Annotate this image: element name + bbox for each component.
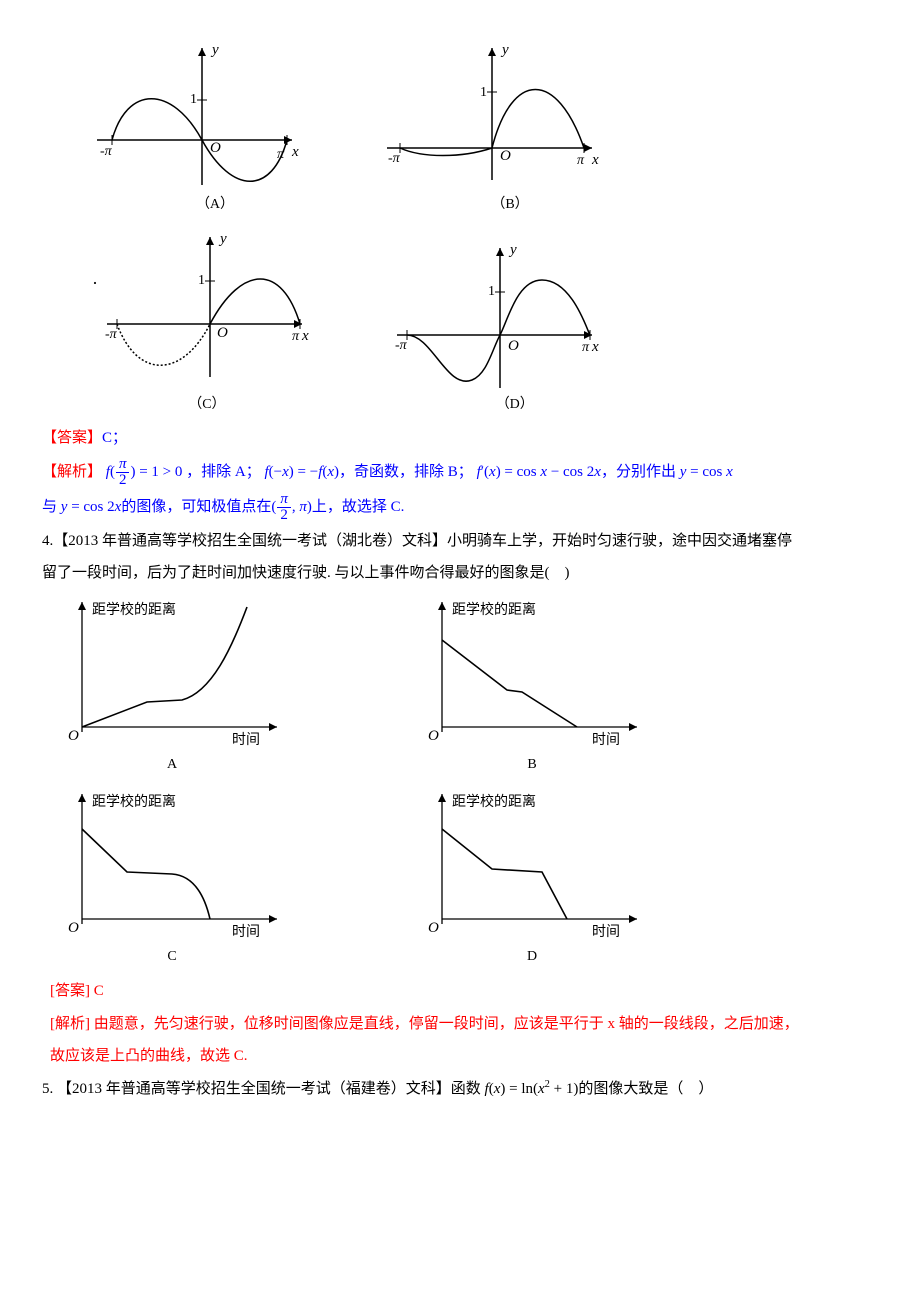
q4-analysis-text2: 故应该是上凸的曲线，故选 C.: [50, 1048, 248, 1064]
svg-text:-π: -π: [395, 338, 408, 353]
svg-text:π: π: [577, 153, 585, 168]
q3-analysis-line2: 与 y = cos 2x的图像，可知极值点在(π2, π)上，故选择 C.: [42, 492, 878, 523]
svg-text:y: y: [210, 42, 219, 58]
analysis-p2b: 的图像，可知极值点在: [121, 499, 271, 515]
q4-stem-line2: 留了一段时间，后为了赶时间加快速度行驶. 与以上事件吻合得最好的图象是( ): [42, 559, 878, 588]
q3-graph-D: -π π 1 O x y （D）: [392, 240, 602, 419]
svg-text:1: 1: [488, 284, 495, 299]
answer-label: 【答案】: [42, 430, 102, 446]
label-D: （D）: [428, 392, 602, 419]
q3-graph-row-1: -π π 1 O x y （A） -π π 1 O x y: [92, 40, 878, 219]
svg-text:x: x: [301, 328, 309, 344]
q4-label-B: B: [412, 752, 652, 779]
q3-graph-B: -π π 1 O x y （B）: [382, 40, 602, 219]
q4-graph-row-2: O 距学校的距离 时间 C O 距学校的距离 时间 D: [52, 784, 878, 971]
svg-text:O: O: [68, 728, 79, 744]
graph-B-svg: -π π 1 O x y: [382, 40, 602, 190]
q3-analysis-line1: 【解析】 f(π2) = 1 > 0 ，排除 A； f(−x) = −f(x)，…: [42, 457, 878, 488]
analysis-p1c: ，分别作出: [601, 464, 680, 480]
svg-text:π: π: [582, 340, 590, 355]
svg-text:距学校的距离: 距学校的距离: [452, 601, 536, 618]
svg-text:π: π: [292, 329, 300, 344]
q4-stem1: 小明骑车上学，开始时匀速行驶，途中因交通堵塞停: [447, 533, 792, 549]
q4-answer: [答案] C: [50, 977, 878, 1006]
q4-graph-A-svg: O 距学校的距离 时间: [52, 592, 292, 752]
svg-text:距学校的距离: 距学校的距离: [452, 793, 536, 810]
q3-answer: 【答案】C；: [42, 424, 878, 453]
svg-text:x: x: [591, 152, 599, 168]
q4-graph-A: O 距学校的距离 时间 A: [52, 592, 292, 779]
analysis-p2c: 上，故选择 C.: [312, 499, 405, 515]
label-A: （A）: [128, 192, 302, 219]
q4-graph-D-svg: O 距学校的距离 时间: [412, 784, 652, 944]
analysis-p1b: ，奇函数，排除 B；: [339, 464, 473, 480]
analysis-label: 【解析】: [42, 464, 102, 480]
label-C: （C）: [102, 392, 312, 419]
svg-text:O: O: [508, 338, 519, 354]
q4-graph-C: O 距学校的距离 时间 C: [52, 784, 292, 971]
q5-stem-suffix: 的图像大致是（ ）: [578, 1081, 713, 1097]
svg-text:时间: 时间: [592, 924, 620, 940]
q5-formula: f(x) = ln(x2 + 1): [485, 1081, 579, 1097]
analysis-p2a: 与: [42, 499, 61, 515]
q5-stem: 5. 【2013 年普通高等学校招生全国统一考试（福建卷）文科】函数 f(x) …: [42, 1075, 878, 1104]
q4-answer-value: C: [94, 983, 104, 999]
svg-text:y: y: [500, 42, 509, 58]
q4-graph-C-svg: O 距学校的距离 时间: [52, 784, 292, 944]
svg-text:x: x: [591, 339, 599, 355]
answer-value: C；: [102, 430, 127, 446]
q4-stem2: 留了一段时间，后为了赶时间加快速度行驶. 与以上事件吻合得最好的图象是( ): [42, 565, 570, 581]
q4-analysis-line1: [解析] 由题意，先匀速行驶，位移时间图像应是直线，停留一段时间，应该是平行于 …: [50, 1010, 878, 1039]
svg-text:时间: 时间: [232, 924, 260, 940]
graph-C-svg: -π π 1 O x y: [102, 229, 312, 379]
q4-label-A: A: [52, 752, 292, 779]
q3-graph-A: -π π 1 O x y （A）: [92, 40, 302, 219]
svg-text:O: O: [217, 325, 228, 341]
svg-text:y: y: [218, 231, 227, 247]
q4-graph-D: O 距学校的距离 时间 D: [412, 784, 652, 971]
q4-label-C: C: [52, 944, 292, 971]
svg-text:时间: 时间: [592, 732, 620, 748]
q5-source: 【2013 年普通高等学校招生全国统一考试（福建卷）文科】: [57, 1081, 451, 1097]
q4-number: 4.: [42, 533, 53, 549]
q4-graph-B-svg: O 距学校的距离 时间: [412, 592, 652, 752]
q5-number: 5.: [42, 1081, 53, 1097]
q3-graph-row-2: · -π π 1 O x y （C）: [92, 229, 878, 419]
svg-text:-π: -π: [388, 151, 401, 166]
q4-answer-label: [答案]: [50, 983, 94, 999]
svg-text:时间: 时间: [232, 732, 260, 748]
svg-text:y: y: [508, 242, 517, 258]
q4-graph-B: O 距学校的距离 时间 B: [412, 592, 652, 779]
q4-graph-row-1: O 距学校的距离 时间 A O 距学校的距离 时间 B: [52, 592, 878, 779]
svg-text:1: 1: [480, 85, 487, 100]
svg-text:-π: -π: [105, 327, 118, 342]
svg-text:O: O: [428, 920, 439, 936]
analysis-p1a: ，排除 A；: [186, 464, 261, 480]
svg-text:1: 1: [190, 92, 197, 107]
svg-text:1: 1: [198, 273, 205, 288]
q4-analysis-line2: 故应该是上凸的曲线，故选 C.: [50, 1042, 878, 1071]
q4-stem-line1: 4.【2013 年普通高等学校招生全国统一考试（湖北卷）文科】小明骑车上学，开始…: [42, 527, 878, 556]
svg-text:O: O: [428, 728, 439, 744]
svg-text:距学校的距离: 距学校的距离: [92, 601, 176, 618]
q4-label-D: D: [412, 944, 652, 971]
q5-stem-prefix: 函数: [451, 1081, 481, 1097]
q3-graph-C: · -π π 1 O x y （C）: [92, 229, 312, 419]
q4-analysis-text1: 由题意，先匀速行驶，位移时间图像应是直线，停留一段时间，应该是平行于 x 轴的一…: [94, 1016, 799, 1032]
label-B: （B）: [418, 192, 602, 219]
q4-source: 【2013 年普通高等学校招生全国统一考试（湖北卷）文科】: [53, 533, 447, 549]
graph-A-svg: -π π 1 O x y: [92, 40, 302, 190]
svg-text:距学校的距离: 距学校的距离: [92, 793, 176, 810]
svg-text:O: O: [500, 148, 511, 164]
svg-text:x: x: [291, 144, 299, 160]
svg-text:-π: -π: [100, 144, 113, 159]
graph-D-svg: -π π 1 O x y: [392, 240, 602, 390]
svg-text:O: O: [68, 920, 79, 936]
svg-text:O: O: [210, 140, 221, 156]
q4-analysis-label: [解析]: [50, 1016, 94, 1032]
